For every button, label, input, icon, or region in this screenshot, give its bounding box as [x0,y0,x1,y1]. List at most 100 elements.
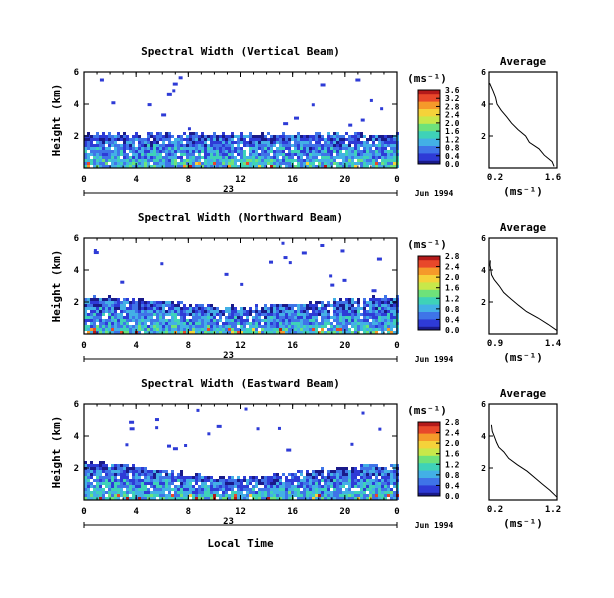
heatmap-cell [324,159,327,162]
heatmap-cell [111,322,114,325]
heatmap-cell [231,144,234,147]
heatmap-cell [126,310,129,313]
heatmap-cell [360,473,363,476]
heatmap-cell [150,476,153,479]
heatmap-cell [336,491,339,494]
heatmap-cell [177,147,180,150]
heatmap-cell [159,482,162,485]
heatmap-cell [288,141,291,144]
heatmap-cell [264,135,267,138]
heatmap-cell [369,491,372,494]
heatmap-cell [129,162,132,165]
heatmap-cell [84,304,87,307]
heatmap-cell [393,479,396,482]
heatmap-cell [111,467,114,470]
heatmap-cell [123,307,126,310]
heatmap-cell [252,150,255,153]
heatmap-cell [348,162,351,165]
heatmap-cell [156,147,159,150]
heatmap-cell [315,138,318,141]
heatmap-cell [114,473,117,476]
heatmap-cell [102,301,105,304]
heatmap-cell [201,147,204,150]
heatmap-cell [123,141,126,144]
heatmap-cell [321,494,324,497]
heatmap-cell [120,482,123,485]
heatmap-cell [330,491,333,494]
heatmap-cell [318,482,321,485]
heatmap-cell [87,497,90,500]
heatmap-cell [84,310,87,313]
heatmap-cell [198,328,201,331]
heatmap-cell [96,479,99,482]
heatmap-cell [198,310,201,313]
heatmap-cell [84,464,87,467]
heatmap-cell [117,298,120,301]
heatmap-cell [351,307,354,310]
heatmap-cell [126,153,129,156]
heatmap-cell [168,162,171,165]
colorbar-segment [418,151,440,154]
heatmap-cell [255,147,258,150]
heatmap-cell [177,328,180,331]
heatmap-cell [195,328,198,331]
heatmap-cell [375,135,378,138]
heatmap-cell [246,316,249,319]
heatmap-cell [348,491,351,494]
heatmap-cell [210,138,213,141]
heatmap-cell [264,497,267,500]
heatmap-cell [261,497,264,500]
heatmap-cell [186,153,189,156]
heatmap-cell [210,328,213,331]
colorbar-segment [418,433,440,436]
heatmap-cell [327,144,330,147]
heatmap-cell [288,482,291,485]
heatmap-cell [345,479,348,482]
heatmap-cell [144,307,147,310]
heatmap-cell [210,494,213,497]
heatmap-cell [144,497,147,500]
heatmap-cell [174,313,177,316]
heatmap-cell [300,150,303,153]
heatmap-cell [213,147,216,150]
heatmap-cell [192,491,195,494]
heatmap-cell [366,319,369,322]
heatmap-cell [138,485,141,488]
heatmap-cell [102,331,105,334]
heatmap-cell [99,322,102,325]
heatmap-cell [294,165,297,168]
heatmap-cell [123,473,126,476]
heatmap-cell [243,307,246,310]
heatmap-cell [162,156,165,159]
heatmap-cell [312,479,315,482]
heatmap-cell [147,473,150,476]
heatmap-cell [333,298,336,301]
heatmap-cell [243,162,246,165]
heatmap-cell [375,310,378,313]
colorbar-segment [418,455,440,458]
heatmap-cell [111,328,114,331]
heatmap-cell [198,331,201,334]
heatmap-cell [333,319,336,322]
heatmap-cell [255,144,258,147]
heatmap-cell [312,147,315,150]
heatmap-cell [117,162,120,165]
heatmap-cell [174,144,177,147]
heatmap-cell [249,165,252,168]
heatmap-cell [129,427,135,431]
heatmap-cell [159,162,162,165]
heatmap-cell [264,156,267,159]
heatmap-cell [99,310,102,313]
heatmap-cell [111,482,114,485]
heatmap-cell [369,138,372,141]
heatmap-cell [249,313,252,316]
heatmap-cell [123,319,126,322]
heatmap-cell [258,491,261,494]
heatmap-cell [282,159,285,162]
heatmap-cell [171,159,174,162]
heatmap-cell [99,165,102,168]
heatmap-cell [249,132,252,135]
heatmap-cell [174,319,177,322]
heatmap-cell [327,304,330,307]
heatmap-cell [222,162,225,165]
